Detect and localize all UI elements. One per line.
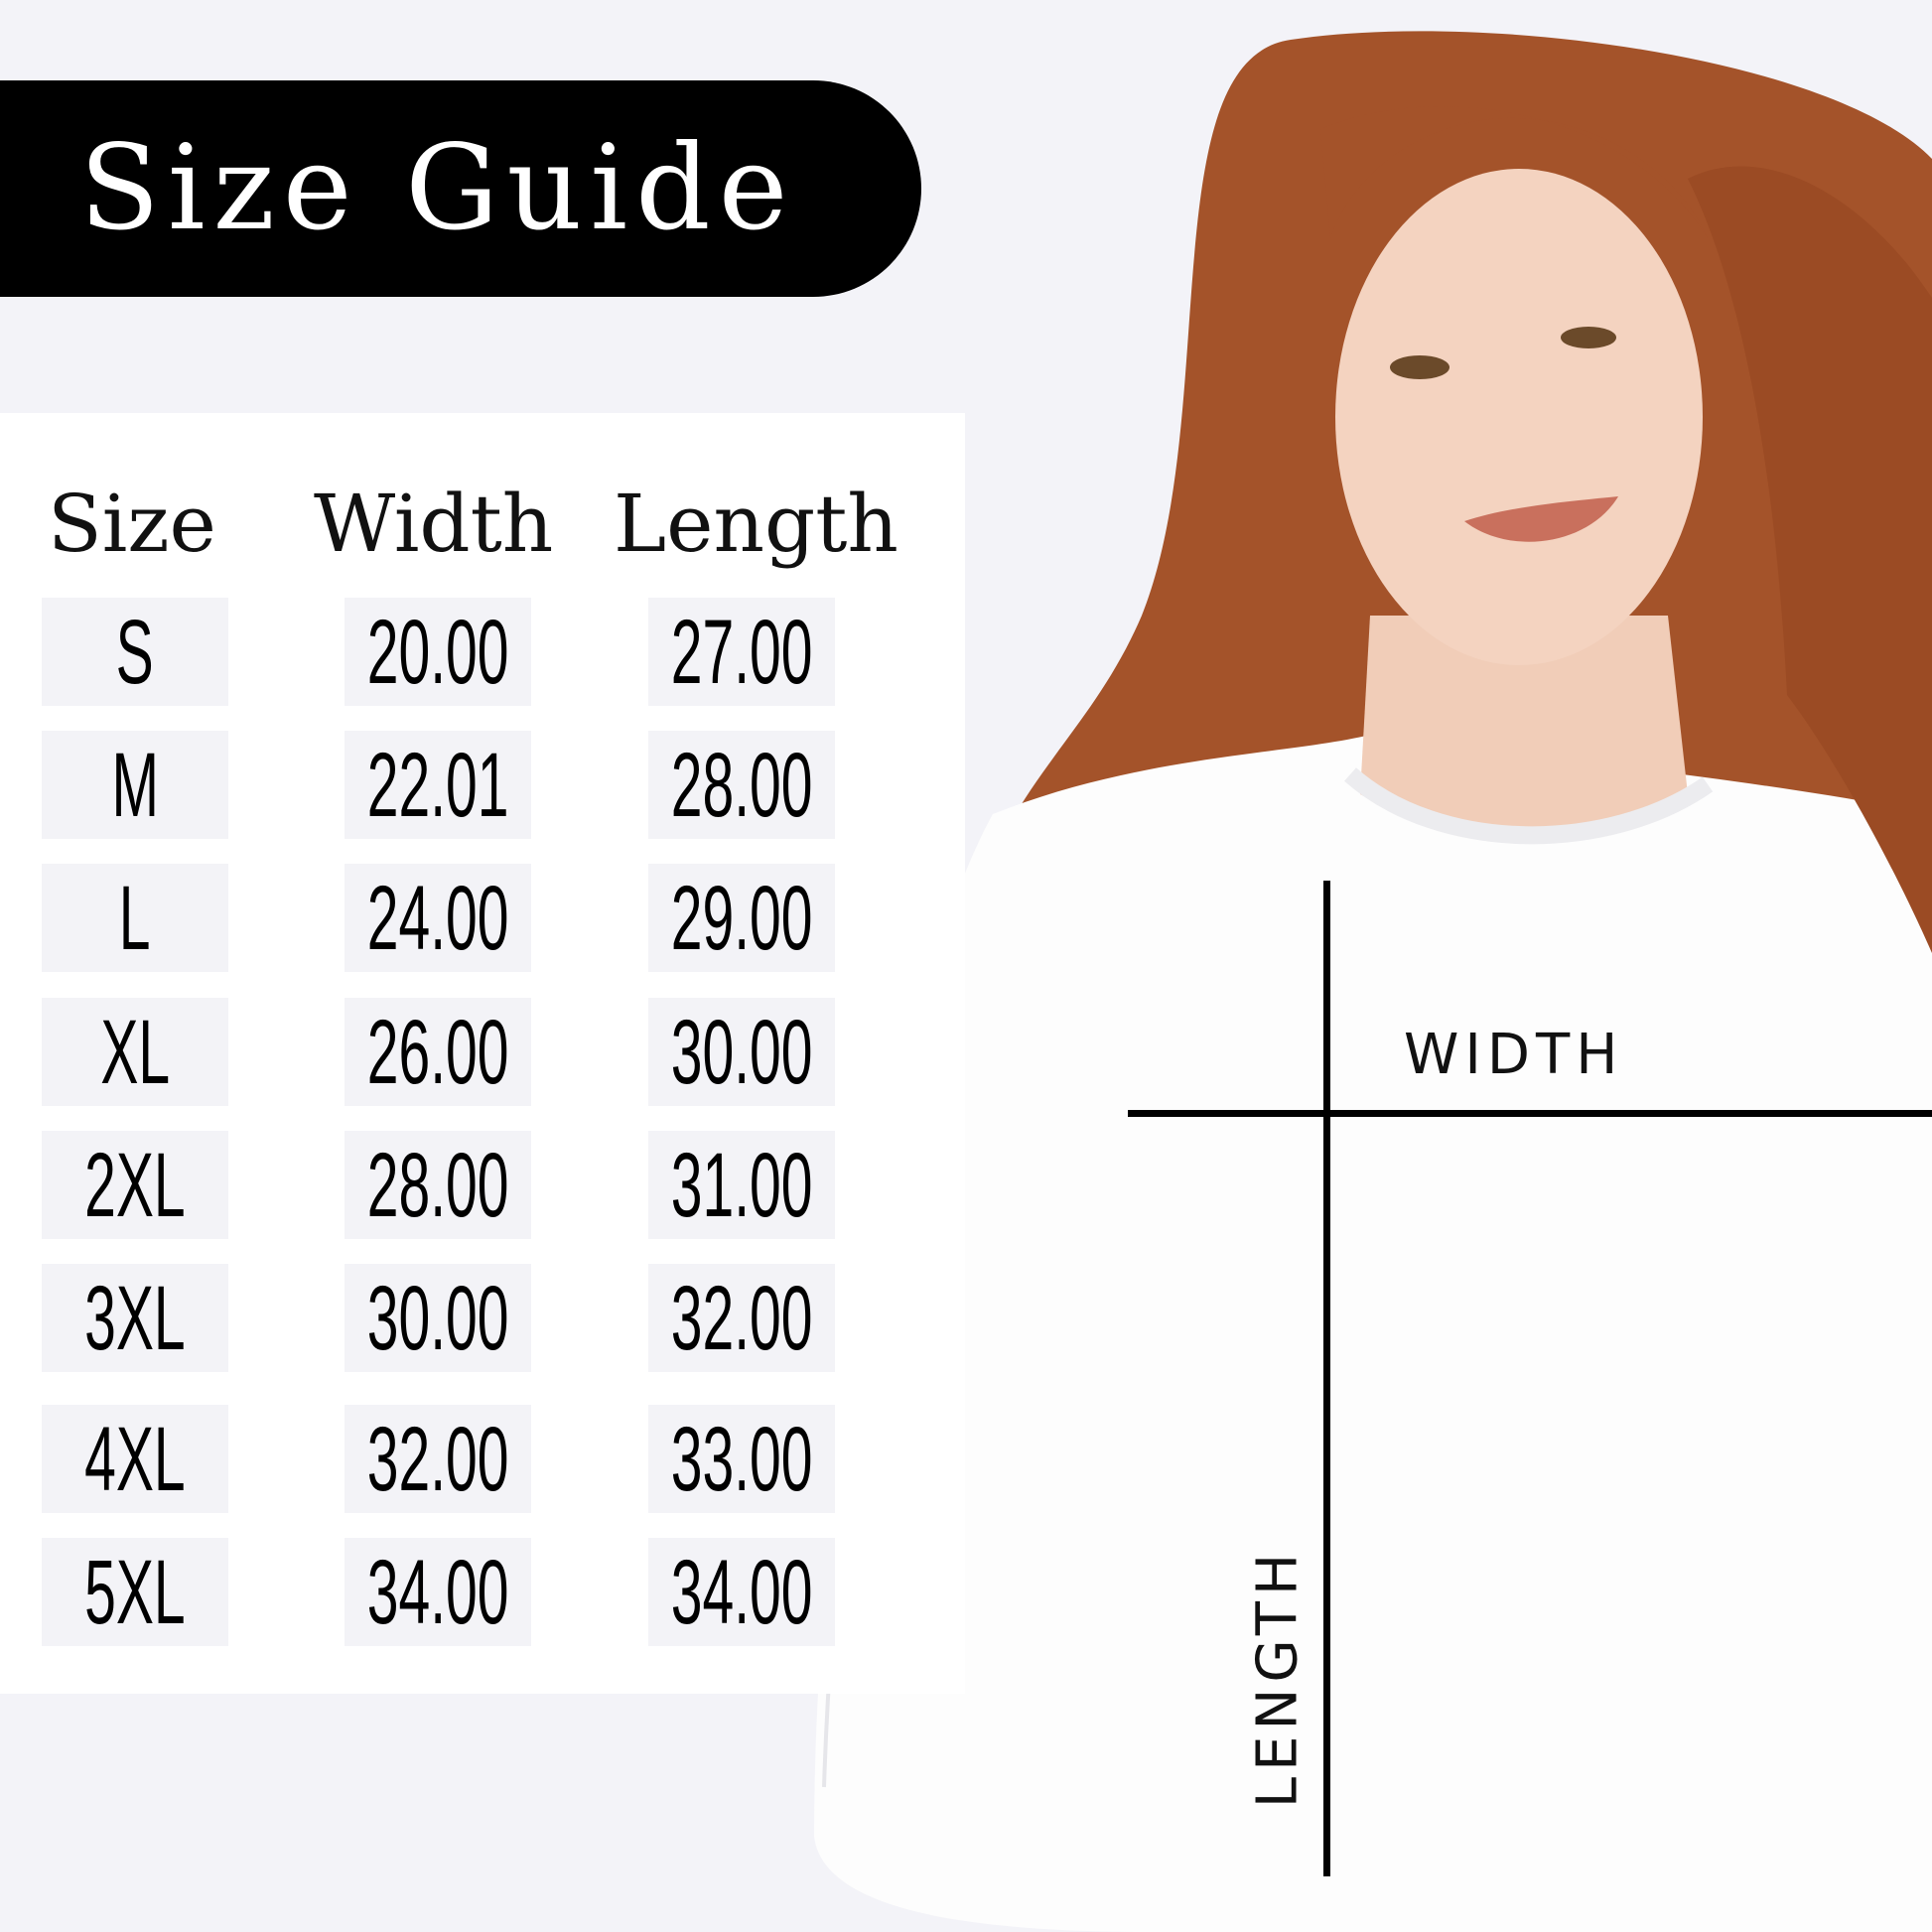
header-size: Size: [48, 478, 216, 570]
header-width: Width: [314, 478, 554, 570]
table-cell-width: 22.01: [345, 731, 531, 839]
cell-value: 20.00: [366, 601, 509, 703]
cell-value: 30.00: [366, 1267, 509, 1369]
table-cell-size: 3XL: [42, 1264, 228, 1372]
cell-value: 24.00: [366, 867, 509, 969]
table-cell-length: 29.00: [648, 864, 835, 972]
cell-value: 33.00: [670, 1408, 813, 1510]
cell-value: L: [119, 867, 151, 969]
table-cell-length: 34.00: [648, 1538, 835, 1646]
table-cell-size: 2XL: [42, 1131, 228, 1239]
table-cell-length: 28.00: [648, 731, 835, 839]
cell-value: XL: [100, 1001, 170, 1103]
page-title: Size Guide: [79, 119, 796, 256]
table-cell-length: 27.00: [648, 598, 835, 706]
table-cell-length: 33.00: [648, 1405, 835, 1513]
cell-value: S: [115, 601, 155, 703]
cell-value: 22.01: [366, 734, 509, 836]
cell-value: 26.00: [366, 1001, 509, 1103]
length-label: LENGTH: [1245, 1547, 1311, 1809]
header-length: Length: [614, 478, 898, 570]
table-cell-length: 31.00: [648, 1131, 835, 1239]
table-cell-width: 28.00: [345, 1131, 531, 1239]
table-cell-size: S: [42, 598, 228, 706]
title-banner: Size Guide: [0, 80, 921, 297]
cell-value: 31.00: [670, 1134, 813, 1236]
table-cell-width: 24.00: [345, 864, 531, 972]
table-cell-size: 4XL: [42, 1405, 228, 1513]
width-label: WIDTH: [1404, 1023, 1624, 1087]
table-cell-width: 32.00: [345, 1405, 531, 1513]
table-cell-width: 34.00: [345, 1538, 531, 1646]
cell-value: 34.00: [670, 1541, 813, 1643]
cell-value: 32.00: [670, 1267, 813, 1369]
cell-value: 30.00: [670, 1001, 813, 1103]
cell-value: 3XL: [84, 1267, 186, 1369]
table-cell-size: 5XL: [42, 1538, 228, 1646]
table-cell-width: 30.00: [345, 1264, 531, 1372]
table-cell-width: 20.00: [345, 598, 531, 706]
cell-value: 27.00: [670, 601, 813, 703]
size-table: Size Width Length S 20.00 27.00 M 22.01 28.00…: [0, 413, 965, 1694]
cell-value: 28.00: [366, 1134, 509, 1236]
table-cell-size: L: [42, 864, 228, 972]
table-cell-width: 26.00: [345, 998, 531, 1106]
cell-value: 4XL: [84, 1408, 186, 1510]
table-cell-size: M: [42, 731, 228, 839]
table-cell-size: XL: [42, 998, 228, 1106]
width-line: [1128, 1110, 1932, 1117]
table-cell-length: 32.00: [648, 1264, 835, 1372]
cell-value: 28.00: [670, 734, 813, 836]
length-line: [1323, 881, 1330, 1876]
table-cell-length: 30.00: [648, 998, 835, 1106]
cell-value: 29.00: [670, 867, 813, 969]
cell-value: 2XL: [84, 1134, 186, 1236]
cell-value: 34.00: [366, 1541, 509, 1643]
cell-value: 32.00: [366, 1408, 509, 1510]
cell-value: 5XL: [84, 1541, 186, 1643]
cell-value: M: [111, 734, 159, 836]
face: [1335, 169, 1703, 665]
sweatshirt: [814, 735, 1932, 1932]
